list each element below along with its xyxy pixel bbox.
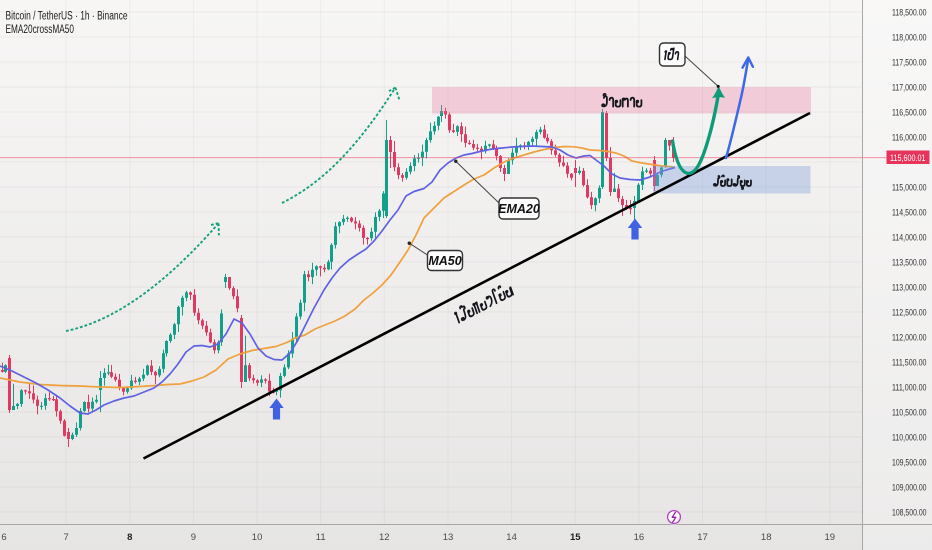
svg-text:18: 18: [761, 532, 772, 543]
svg-text:113,500.00: 113,500.00: [892, 258, 927, 269]
svg-text:EMA20: EMA20: [498, 202, 540, 216]
svg-text:9: 9: [191, 532, 196, 543]
svg-text:112,500.00: 112,500.00: [892, 308, 927, 319]
svg-text:116,500.00: 116,500.00: [892, 108, 927, 119]
svg-text:109,000.00: 109,000.00: [892, 483, 927, 494]
svg-text:11: 11: [316, 532, 326, 543]
svg-text:6: 6: [1, 532, 6, 543]
svg-text:114,500.00: 114,500.00: [892, 208, 927, 219]
svg-text:111,500.00: 111,500.00: [892, 358, 927, 369]
svg-text:118,000.00: 118,000.00: [892, 33, 927, 44]
svg-text:14: 14: [506, 532, 517, 543]
svg-text:108,500.00: 108,500.00: [892, 508, 927, 519]
svg-text:10: 10: [252, 532, 263, 543]
svg-text:117,000.00: 117,000.00: [892, 83, 927, 94]
svg-text:113,000.00: 113,000.00: [892, 283, 927, 294]
svg-text:115,000.00: 115,000.00: [892, 183, 927, 194]
svg-text:114,000.00: 114,000.00: [892, 233, 927, 244]
svg-text:111,000.00: 111,000.00: [892, 383, 927, 394]
svg-text:19: 19: [825, 532, 836, 543]
svg-text:Bitcoin / TetherUS · 1h · Bina: Bitcoin / TetherUS · 1h · Binance: [6, 11, 128, 23]
svg-text:110,500.00: 110,500.00: [892, 408, 927, 419]
svg-text:116,000.00: 116,000.00: [892, 133, 927, 144]
svg-text:117,500.00: 117,500.00: [892, 58, 927, 69]
svg-text:16: 16: [634, 532, 645, 543]
svg-text:8: 8: [127, 532, 132, 543]
svg-text:118,500.00: 118,500.00: [892, 8, 927, 19]
svg-text:7: 7: [63, 532, 68, 543]
svg-text:EMA20crossMA50: EMA20crossMA50: [6, 24, 75, 36]
svg-text:17: 17: [697, 532, 708, 543]
svg-text:109,500.00: 109,500.00: [892, 458, 927, 469]
svg-text:115,600.01: 115,600.01: [890, 153, 926, 164]
svg-text:112,000.00: 112,000.00: [892, 333, 927, 344]
svg-text:110,000.00: 110,000.00: [892, 433, 927, 444]
svg-text:MA50: MA50: [428, 254, 461, 268]
svg-text:15: 15: [570, 532, 581, 543]
svg-text:12: 12: [379, 532, 390, 543]
svg-text:13: 13: [443, 532, 454, 543]
